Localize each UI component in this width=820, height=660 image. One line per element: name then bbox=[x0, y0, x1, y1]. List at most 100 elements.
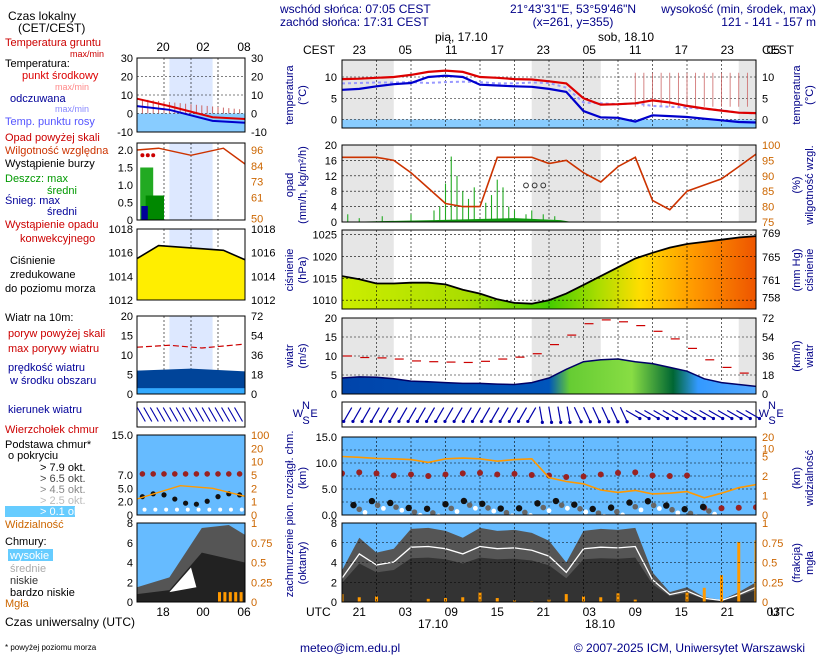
wind-right-tick: 18 bbox=[762, 370, 774, 382]
legend-okt5-box bbox=[5, 506, 75, 517]
compass-e: E bbox=[776, 408, 783, 420]
legend-wind-dir: kierunek wiatru bbox=[8, 404, 82, 416]
cloud-base-dot bbox=[669, 506, 675, 513]
legend-conv-dot bbox=[151, 153, 156, 158]
legend-texts: Czas lokalny (CET/CEST) Temperatura grun… bbox=[5, 9, 135, 652]
cloud-base-dot bbox=[460, 497, 468, 505]
legend-wind-arrow bbox=[169, 407, 179, 422]
legend-cloud-top: Wierzchołek chmur bbox=[5, 424, 99, 436]
legend-humidity-line bbox=[136, 147, 246, 165]
legend-cloud-low-dot bbox=[218, 507, 223, 512]
legend-wind: 20 15 10 5 0 72 54 36 18 0 bbox=[121, 311, 264, 401]
legend-wind-arrow bbox=[227, 407, 237, 422]
cloud-base-dot bbox=[503, 509, 510, 515]
wind-arrow-head bbox=[470, 419, 475, 424]
temp-right-tick: 5 bbox=[762, 93, 768, 105]
unit-cov-left-2: (oktanty) bbox=[297, 542, 309, 585]
day1-bottom-label: 17.10 bbox=[418, 617, 448, 631]
legend-temp-left-tick: 30 bbox=[121, 53, 133, 65]
legend-wind-arrow bbox=[182, 407, 192, 422]
legend-wind-speed: prędkość wiatru bbox=[8, 362, 85, 374]
legend-dew: Temp. punktu rosy bbox=[5, 116, 95, 128]
bottom-time-label: 21 bbox=[537, 605, 551, 619]
cloud-top-dot bbox=[477, 469, 483, 476]
bottom-time-label: 03 bbox=[767, 605, 781, 619]
legend-high-box bbox=[8, 549, 53, 561]
cloud-base-dot bbox=[577, 506, 583, 512]
wind-right-tick: 36 bbox=[762, 351, 774, 363]
footer-email[interactable]: meteo@icm.edu.pl bbox=[300, 641, 400, 655]
fog-right-tick: 0.5 bbox=[762, 558, 777, 570]
cloud-base-dot bbox=[687, 510, 694, 515]
unit-cloud-left: pion. rozciągł. chm. bbox=[284, 431, 296, 526]
legend-wind-left-tick: 15 bbox=[121, 331, 133, 343]
legend-cloud-top-dot bbox=[236, 471, 243, 477]
legend-conv: Wystąpienie opadu bbox=[5, 219, 98, 231]
cloud-base-dot bbox=[466, 502, 473, 508]
legend-temp-maxmin: max/min bbox=[55, 82, 89, 92]
pres-left-tick: 1025 bbox=[313, 229, 337, 241]
legend-cloud-top-dot bbox=[204, 471, 210, 477]
cloud-top-dot bbox=[753, 504, 756, 511]
unit-temp-left-2: (°C) bbox=[297, 85, 309, 105]
cloud-base-dot bbox=[509, 513, 515, 515]
cloud-frame bbox=[341, 436, 757, 516]
cloud-top-dot bbox=[649, 472, 656, 479]
legend-okt1: > 7.9 okt. bbox=[40, 462, 86, 474]
wind-arrow-head bbox=[665, 416, 670, 421]
wind-left-tick: 0 bbox=[331, 389, 337, 401]
legend-cover-left-tick: 2 bbox=[127, 577, 133, 589]
fog-bar bbox=[357, 597, 361, 602]
legend-cloud-base-dot bbox=[204, 498, 210, 504]
cover-left-tick: 8 bbox=[331, 518, 337, 530]
legend-felt: odczuwana bbox=[10, 93, 67, 105]
legend-wind-arrow bbox=[162, 407, 172, 422]
cloud-base-dot bbox=[528, 513, 533, 515]
cloud-base-dot bbox=[368, 497, 376, 505]
bottom-time-label: 15 bbox=[675, 605, 689, 619]
wind-arrow bbox=[583, 406, 591, 423]
legend-wind-arrow bbox=[214, 407, 224, 422]
legend-cloud-left-tick: 0 bbox=[127, 510, 133, 522]
pres-right-tick: 765 bbox=[762, 252, 780, 264]
legend-pres-area bbox=[137, 245, 245, 300]
cloud-base-dot bbox=[405, 504, 412, 512]
cloud-base-dot bbox=[411, 509, 418, 515]
pres-panel: 1010 1015 1020 1025 758 761 765 769 bbox=[313, 228, 780, 310]
left-top-time: 20 bbox=[156, 40, 170, 54]
wind-arrow bbox=[653, 409, 668, 420]
wind-arrow bbox=[708, 409, 723, 420]
wind-arrow-head bbox=[757, 416, 762, 421]
unit-wind-right-2: wiatr bbox=[804, 344, 816, 369]
legend-rain-frame bbox=[136, 142, 246, 221]
legend-fog-bar bbox=[234, 592, 238, 602]
legend-wind-arrow bbox=[188, 407, 198, 422]
bottom-time-label: 09 bbox=[445, 605, 459, 619]
wind-arrow bbox=[518, 407, 528, 422]
wind-arrow-head bbox=[675, 416, 679, 421]
cloud-base-dot bbox=[583, 509, 589, 515]
vis-right-tick: 1 bbox=[762, 491, 768, 503]
wind-arrow-head bbox=[507, 419, 511, 424]
legend-wind-arrow bbox=[208, 407, 218, 422]
wind-arrow-head bbox=[452, 419, 456, 424]
legend-wind-left-tick: 0 bbox=[127, 389, 133, 401]
legend-wind-arrow bbox=[195, 407, 205, 422]
cloud-base-dot bbox=[497, 505, 504, 512]
legend-temp-right-tick: 0 bbox=[251, 109, 257, 121]
unit-vis-right: (km) bbox=[791, 467, 803, 489]
left-bottom-time: 00 bbox=[196, 605, 210, 619]
legend-pres-left-tick: 1016 bbox=[109, 248, 133, 260]
cover-left-tick: 0 bbox=[331, 597, 337, 609]
legend-wind-arrow bbox=[156, 407, 166, 422]
bottom-time-label: 21 bbox=[721, 605, 735, 619]
storm-marker bbox=[523, 182, 529, 189]
legend-local-time: Czas lokalny bbox=[8, 9, 76, 23]
wind-arrow bbox=[490, 407, 500, 422]
legend-pres-left-tick: 1014 bbox=[109, 271, 133, 283]
legend-wind-left-tick: 10 bbox=[121, 350, 133, 362]
legend-felt-line bbox=[136, 105, 246, 124]
legend-wind-right-tick: 18 bbox=[251, 370, 263, 382]
wind-arrow bbox=[662, 409, 677, 420]
unit-cov-left: zachmurzenie bbox=[284, 529, 296, 597]
